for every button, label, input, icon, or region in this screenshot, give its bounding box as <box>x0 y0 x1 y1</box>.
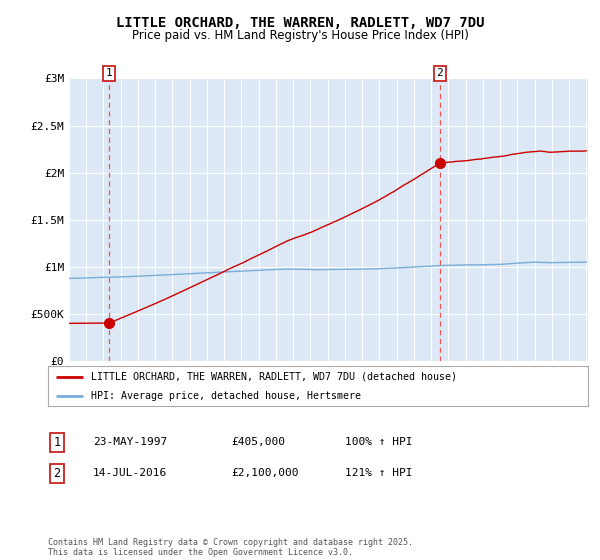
Text: 2: 2 <box>53 466 61 480</box>
Text: £2,100,000: £2,100,000 <box>231 468 299 478</box>
Text: HPI: Average price, detached house, Hertsmere: HPI: Average price, detached house, Hert… <box>91 391 361 401</box>
Text: Contains HM Land Registry data © Crown copyright and database right 2025.
This d: Contains HM Land Registry data © Crown c… <box>48 538 413 557</box>
Text: LITTLE ORCHARD, THE WARREN, RADLETT, WD7 7DU: LITTLE ORCHARD, THE WARREN, RADLETT, WD7… <box>116 16 484 30</box>
Text: 121% ↑ HPI: 121% ↑ HPI <box>345 468 413 478</box>
Text: 1: 1 <box>53 436 61 449</box>
Text: 23-MAY-1997: 23-MAY-1997 <box>93 437 167 447</box>
Text: LITTLE ORCHARD, THE WARREN, RADLETT, WD7 7DU (detached house): LITTLE ORCHARD, THE WARREN, RADLETT, WD7… <box>91 372 457 382</box>
Text: 14-JUL-2016: 14-JUL-2016 <box>93 468 167 478</box>
Text: Price paid vs. HM Land Registry's House Price Index (HPI): Price paid vs. HM Land Registry's House … <box>131 29 469 42</box>
Text: 100% ↑ HPI: 100% ↑ HPI <box>345 437 413 447</box>
Text: £405,000: £405,000 <box>231 437 285 447</box>
Text: 2: 2 <box>436 68 443 78</box>
Text: 1: 1 <box>106 68 113 78</box>
